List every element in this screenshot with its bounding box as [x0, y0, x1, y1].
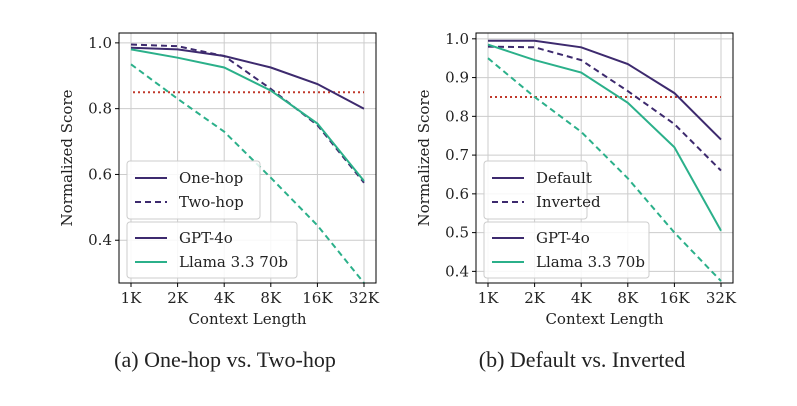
- x-tick-label: 8K: [260, 289, 282, 307]
- legend-model: GPT-4o Llama 3.3 70b: [483, 221, 650, 279]
- legend-model: GPT-4o Llama 3.3 70b: [126, 221, 298, 279]
- x-tick-label: 16K: [659, 289, 690, 307]
- y-tick-label: 1.0: [88, 34, 112, 52]
- y-tick-label: 0.7: [445, 146, 469, 164]
- chart-panel-b: 1K 2K 4K 8K 16K 32K Context Length 0.4 0.5 0.6 0.7…: [415, 30, 737, 372]
- x-axis: 1K 2K 4K 8K 16K 32K Context Length: [121, 283, 380, 328]
- legend-model-label: GPT-4o: [179, 229, 233, 247]
- y-axis-label: Normalized Score: [58, 89, 76, 226]
- legend-style: Default Inverted: [483, 160, 601, 220]
- y-tick-label: 0.9: [445, 69, 469, 87]
- llama-default-line: [487, 43, 722, 232]
- y-tick-label: 1.0: [445, 30, 469, 48]
- x-tick-label: 32K: [349, 289, 380, 307]
- y-axis-label: Normalized Score: [415, 89, 433, 226]
- legend-style-label: Default: [536, 169, 592, 187]
- y-tick-label: 0.4: [445, 262, 469, 280]
- legend-model-label: Llama 3.3 70b: [536, 253, 645, 271]
- y-axis: 0.4 0.5 0.6 0.7 0.8 0.9 1.0 Normalized Score: [415, 30, 476, 280]
- legend-style-label: One-hop: [179, 169, 243, 187]
- x-tick-label: 32K: [706, 289, 737, 307]
- llama-inverted-line: [487, 57, 722, 282]
- legend-model-box: [126, 221, 298, 279]
- x-axis-label: Context Length: [188, 310, 306, 328]
- x-axis-label: Context Length: [545, 310, 663, 328]
- y-tick-label: 0.8: [88, 100, 112, 118]
- x-tick-label: 1K: [478, 289, 500, 307]
- y-tick-label: 0.4: [88, 231, 112, 249]
- legend-style: One-hop Two-hop: [126, 160, 261, 220]
- legend-model-label: GPT-4o: [536, 229, 590, 247]
- legend-model-box: [483, 221, 650, 279]
- x-tick-label: 2K: [167, 289, 189, 307]
- plot-frame: [118, 32, 377, 284]
- y-tick-label: 0.6: [88, 165, 112, 183]
- x-tick-label: 4K: [571, 289, 593, 307]
- legend-style-box: [126, 160, 261, 220]
- panel-caption: (b) Default vs. Inverted: [479, 347, 685, 372]
- chart-panel-a: 1K 2K 4K 8K 16K 32K Context Length 0.4 0.6 0.8 1.0…: [58, 32, 380, 372]
- llama-onehop-line: [130, 48, 365, 182]
- x-tick-label: 1K: [121, 289, 143, 307]
- gpt4o-inverted-line: [487, 45, 722, 172]
- y-tick-label: 0.8: [445, 107, 469, 125]
- legend-style-label: Two-hop: [179, 193, 244, 211]
- y-tick-label: 0.6: [445, 185, 469, 203]
- legend-model-label: Llama 3.3 70b: [179, 253, 288, 271]
- gpt4o-onehop-line: [130, 46, 365, 110]
- y-axis: 0.4 0.6 0.8 1.0 Normalized Score: [58, 34, 119, 249]
- x-tick-label: 2K: [524, 289, 546, 307]
- x-tick-label: 16K: [302, 289, 333, 307]
- x-axis: 1K 2K 4K 8K 16K 32K Context Length: [478, 283, 737, 328]
- panel-caption: (a) One-hop vs. Two-hop: [114, 347, 336, 372]
- plot-frame: [475, 32, 734, 284]
- y-tick-label: 0.5: [445, 224, 469, 242]
- gpt4o-default-line: [488, 39, 722, 141]
- legend-style-box: [483, 160, 588, 220]
- legend-style-label: Inverted: [536, 193, 601, 211]
- x-tick-label: 4K: [214, 289, 236, 307]
- gpt4o-twohop-line: [130, 43, 365, 184]
- x-tick-label: 8K: [617, 289, 639, 307]
